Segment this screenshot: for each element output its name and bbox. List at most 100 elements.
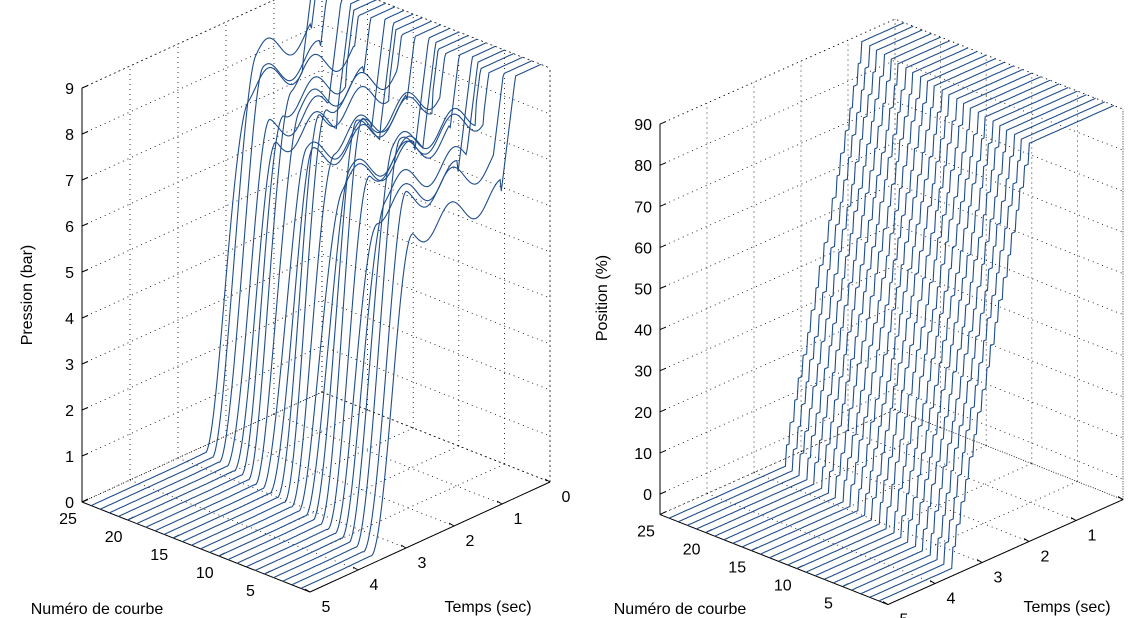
z-tick-label: 30	[634, 364, 652, 381]
curve-17	[732, 47, 969, 544]
x-tick-label: 3	[418, 555, 427, 572]
z-tick	[81, 269, 89, 273]
z-tick-label: 10	[634, 446, 652, 463]
x-tick	[448, 522, 455, 527]
pressure-chart: 0 1 2 3 4 5 6 7 8 9 0 1 2 3 4 5 5 10 15 20 25 Pression (ba…	[19, 0, 571, 618]
z-gridline	[659, 183, 1124, 289]
curve-7	[823, 83, 1060, 580]
z-gridline	[659, 265, 1124, 372]
pressure-z-tick-labels: 0 1 2 3 4 5 6 7 8 9	[65, 81, 74, 512]
curve-12	[778, 65, 1014, 562]
y-tick-label: 5	[824, 596, 833, 613]
z-tick-label: 7	[65, 173, 74, 190]
curve-13	[191, 20, 432, 546]
curve-20	[705, 36, 941, 534]
z-tick-label: 0	[65, 495, 74, 512]
z-tick	[659, 121, 667, 125]
y-tick	[81, 498, 89, 503]
z-gridline	[81, 345, 551, 457]
z-tick	[81, 453, 89, 457]
z-gridline	[659, 306, 1124, 413]
pressure-x-axis-label: Temps (sec)	[444, 599, 531, 616]
x-tick-label: 0	[562, 489, 571, 506]
curve-17	[154, 6, 396, 532]
curve-6	[833, 86, 1069, 584]
z-gridline	[659, 100, 1124, 207]
z-tick	[81, 131, 89, 135]
z-tick	[81, 407, 89, 411]
pressure-z-axis-label: Pression (bar)	[19, 245, 36, 345]
x-tick	[1023, 538, 1030, 542]
y-tick	[659, 511, 667, 515]
curve-6	[255, 45, 496, 571]
z-tick	[659, 326, 667, 331]
x-tick	[1070, 517, 1077, 521]
position-y-tick-labels: 5 10 15 20 25	[637, 524, 833, 613]
curve-1	[878, 104, 1115, 602]
curve-23	[677, 25, 914, 523]
z-tick-label: 5	[65, 265, 74, 282]
y-axis-line	[81, 501, 311, 593]
y-tick-label: 20	[105, 529, 123, 546]
curve-20	[127, 0, 361, 521]
y-tick-label: 10	[196, 565, 214, 582]
z-tick-label: 8	[65, 127, 74, 144]
curve-9	[227, 35, 469, 561]
curve-3	[860, 97, 1096, 595]
y-floor-gridline	[81, 391, 323, 503]
z-gridline	[81, 207, 551, 319]
z-tick	[659, 449, 667, 454]
position-chart: 0 10 20 30 40 50 60 70 80 90 0 1 2 3 4 5 5 10 15 20 25 Pos…	[594, 18, 1124, 618]
curve-1	[300, 63, 542, 589]
y-tick-label: 15	[728, 560, 746, 577]
curve-18	[145, 2, 387, 528]
z-gridline	[659, 141, 1124, 248]
curve-13	[769, 61, 1005, 559]
z-tick	[81, 85, 89, 89]
x-tick-label: 2	[1041, 549, 1050, 566]
z-tick-label: 0	[643, 487, 652, 504]
curve-22	[687, 29, 923, 526]
pressure-x-tick-labels: 0 1 2 3 4 5	[322, 489, 571, 616]
x-tick-label: 2	[466, 533, 475, 550]
z-tick-label: 4	[65, 311, 74, 328]
x-tick	[1117, 496, 1124, 500]
curve-10	[796, 72, 1033, 570]
z-tick	[659, 162, 667, 166]
x-tick	[400, 544, 407, 549]
floor-back-edge	[659, 409, 1124, 515]
z-tick	[659, 285, 667, 289]
x-floor-gridline	[847, 430, 1077, 521]
z-tick-label: 70	[634, 199, 652, 216]
curve-4	[851, 94, 1087, 591]
z-tick-label: 40	[634, 323, 652, 340]
curve-24	[90, 0, 311, 507]
x-tick	[882, 601, 889, 605]
position-z-tick-labels: 0 10 20 30 40 50 60 70 80 90	[634, 117, 652, 504]
x-floor-gridline	[894, 409, 1124, 500]
curve-21	[696, 32, 932, 530]
x-tick	[496, 500, 503, 505]
curve-19	[714, 40, 950, 537]
y-tick-label: 5	[246, 583, 255, 600]
z-tick	[659, 491, 667, 495]
curve-8	[236, 38, 478, 564]
curve-11	[787, 68, 1023, 566]
z-gridline	[81, 161, 551, 273]
curve-3	[282, 56, 523, 582]
y-tick-label: 25	[637, 524, 655, 541]
curve-8	[814, 79, 1051, 577]
z-gridline	[81, 253, 551, 365]
z-tick	[81, 361, 89, 365]
x-tick-label: 3	[994, 570, 1003, 587]
curve-14	[760, 58, 996, 555]
curve-19	[136, 0, 377, 525]
x-floor-gridline	[706, 493, 936, 584]
x-axis-line	[309, 481, 551, 593]
z-tick-label: 6	[65, 219, 74, 236]
curve-14	[182, 17, 423, 543]
pressure-axes	[81, 85, 551, 593]
curve-7	[245, 42, 487, 568]
